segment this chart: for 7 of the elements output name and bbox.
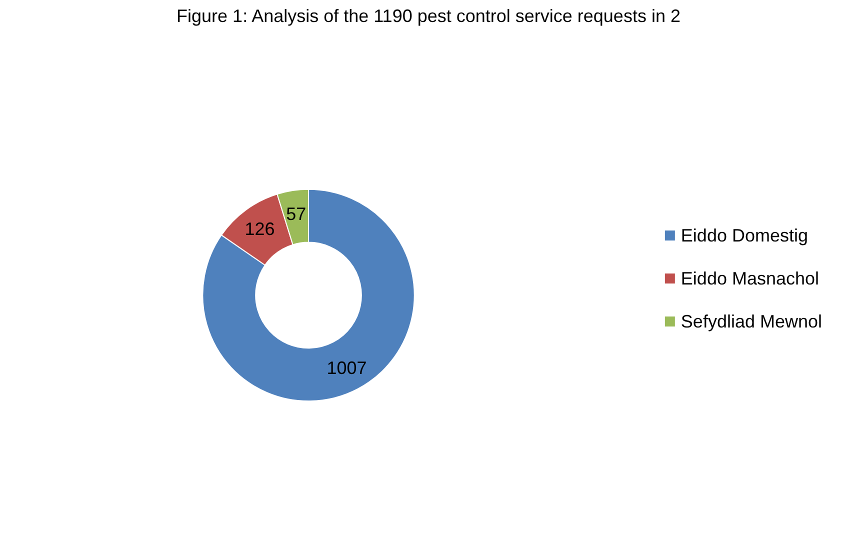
legend-label: Eiddo Masnachol — [680, 268, 820, 288]
legend-label: Eiddo Domestig — [680, 226, 808, 246]
chart-title: Figure 1: Analysis of the 1190 pest control service requests in 2 — [176, 6, 680, 26]
legend-label: Sefydliad Mewnol — [680, 312, 822, 332]
data-label: 57 — [286, 204, 306, 224]
data-label: 1007 — [326, 358, 367, 378]
data-label: 126 — [244, 218, 275, 239]
